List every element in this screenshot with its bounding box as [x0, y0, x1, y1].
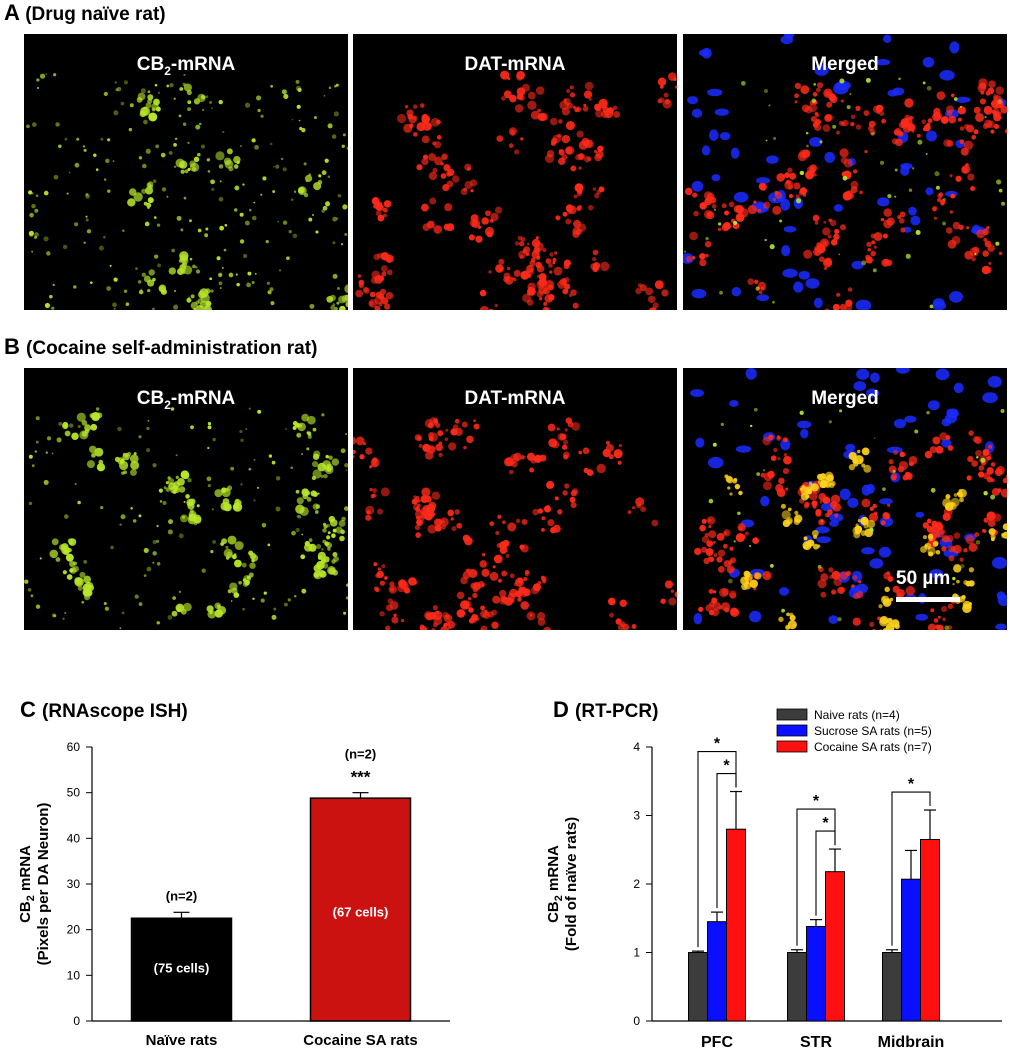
- dapi-nuclei: [690, 368, 1007, 630]
- panel-a-dat-image: DAT-mRNA: [353, 34, 677, 310]
- y-axis-label: CB2 mRNA: [545, 845, 565, 923]
- x-category-label: Cocaine SA rats: [303, 1032, 418, 1049]
- y-axis-label-units: (Pixels per DA Neuron): [35, 803, 52, 966]
- legend-label: Sucrose SA rats (n=5): [814, 724, 932, 738]
- legend-swatch: [776, 708, 808, 721]
- dat-cells: [353, 416, 677, 630]
- legend-label: Naive rats (n=4): [814, 708, 900, 722]
- panel-a-letter: A: [4, 0, 20, 25]
- bar: [901, 878, 921, 1022]
- y-tick-label: 40: [67, 831, 81, 845]
- y-axis-label-units: (Fold of naïve rats): [563, 817, 580, 951]
- x-category-label: PFC: [701, 1034, 733, 1050]
- panel-a-cb2-label: CB2-mRNA: [136, 54, 236, 78]
- panel-b-merged-label: Merged: [811, 388, 879, 409]
- panel-b-cb2-label: CB2-mRNA: [136, 388, 236, 412]
- panel-d-letter: D: [553, 697, 569, 722]
- panel-a-header: A (Drug naïve rat): [4, 0, 166, 26]
- significance-marker: *: [908, 776, 915, 793]
- panel-b-merged-image: Merged 50 µm: [683, 368, 1007, 630]
- panel-a-dat-label: DAT-mRNA: [464, 54, 566, 75]
- y-tick-label: 2: [633, 877, 640, 891]
- y-tick-label: 0: [73, 1014, 80, 1028]
- panel-c-title: (RNAscope ISH): [42, 701, 188, 722]
- panel-b-title: (Cocaine self-administration rat): [26, 338, 318, 359]
- bar: [130, 917, 233, 1022]
- significance-marker: *: [813, 793, 820, 810]
- panel-a-cb2-image: CB2-mRNA: [24, 34, 348, 310]
- panel-a-title: (Drug naïve rat): [25, 4, 166, 25]
- dat-cells: [684, 78, 1007, 310]
- panel-b-letter: B: [4, 334, 20, 359]
- y-tick-label: 60: [67, 740, 81, 754]
- y-tick-label: 20: [67, 923, 81, 937]
- bar: [825, 871, 845, 1022]
- significance-bracket: [815, 830, 836, 916]
- panel-b-cb2-image: CB2-mRNA: [24, 368, 348, 630]
- legend-swatch: [776, 724, 808, 737]
- significance-marker: *: [822, 815, 829, 832]
- bar: [806, 925, 826, 1022]
- significance-bracket: [697, 750, 737, 948]
- cb2-clusters: [49, 411, 346, 619]
- panel-a-merged-label: Merged: [811, 54, 879, 75]
- bar: [707, 921, 727, 1022]
- chart-d: 0 1 2 3 4 CB2 mRNA (Fold of naïve rats) PFC STR M…: [545, 708, 1002, 1050]
- cb2-clusters: [127, 83, 348, 310]
- bar: [726, 828, 746, 1022]
- legend: Naive rats (n=4) Sucrose SA rats (n=5) Coc…: [776, 708, 932, 754]
- scale-bar-label: 50 µm: [896, 568, 951, 589]
- panel-c-header: C (RNAscope ISH): [20, 697, 188, 723]
- panel-c-letter: C: [20, 697, 36, 722]
- bar: [787, 952, 807, 1022]
- cb2-puncta: [683, 77, 1006, 309]
- y-tick-label: 3: [633, 809, 640, 823]
- scale-bar: [896, 597, 960, 602]
- x-category-label: STR: [800, 1034, 832, 1050]
- panel-b-header: B (Cocaine self-administration rat): [4, 334, 317, 360]
- y-tick-label: 1: [633, 946, 640, 960]
- y-tick-label: 10: [67, 968, 81, 982]
- n-label: (n=2): [345, 747, 376, 762]
- panel-a-merged-image: Merged: [683, 34, 1007, 310]
- legend-label: Cocaine SA rats (n=7): [814, 740, 932, 754]
- bar: [920, 838, 940, 1022]
- n-label: (n=2): [166, 888, 197, 903]
- bar: [882, 952, 902, 1022]
- significance-marker: *: [714, 736, 721, 753]
- x-category-label: Midbrain: [878, 1034, 945, 1050]
- chart-c: 0 10 20 30 40 50 60 CB2 mRNA (Pixels per DA Neur…: [17, 740, 450, 1049]
- significance-bracket: [796, 808, 836, 946]
- panel-b-dat-image: DAT-mRNA: [353, 368, 677, 630]
- significance-marker: ***: [351, 768, 371, 787]
- dapi-nuclei: [683, 34, 1007, 310]
- panel-d-title: (RT-PCR): [575, 701, 659, 722]
- legend-swatch: [776, 740, 808, 753]
- panel-d-header: D (RT-PCR): [553, 697, 658, 723]
- bar-cell-count-label: (75 cells): [154, 961, 210, 976]
- bar-cell-count-label: (67 cells): [333, 904, 389, 919]
- bar: [309, 797, 412, 1022]
- bar: [688, 952, 708, 1022]
- cb2-puncta: [708, 407, 1005, 630]
- x-category-label: Naïve rats: [146, 1032, 218, 1049]
- panel-b-dat-label: DAT-mRNA: [464, 388, 566, 409]
- dat-cells: [355, 70, 677, 310]
- significance-bracket: [716, 772, 737, 909]
- significance-marker: *: [723, 758, 730, 775]
- cb2-puncta: [26, 73, 348, 310]
- y-tick-label: 30: [67, 877, 81, 891]
- y-tick-label: 50: [67, 786, 81, 800]
- y-tick-label: 0: [633, 1014, 640, 1028]
- y-axis-label: CB2 mRNA: [17, 845, 37, 923]
- y-tick-label: 4: [633, 740, 640, 754]
- significance-bracket: [891, 791, 931, 946]
